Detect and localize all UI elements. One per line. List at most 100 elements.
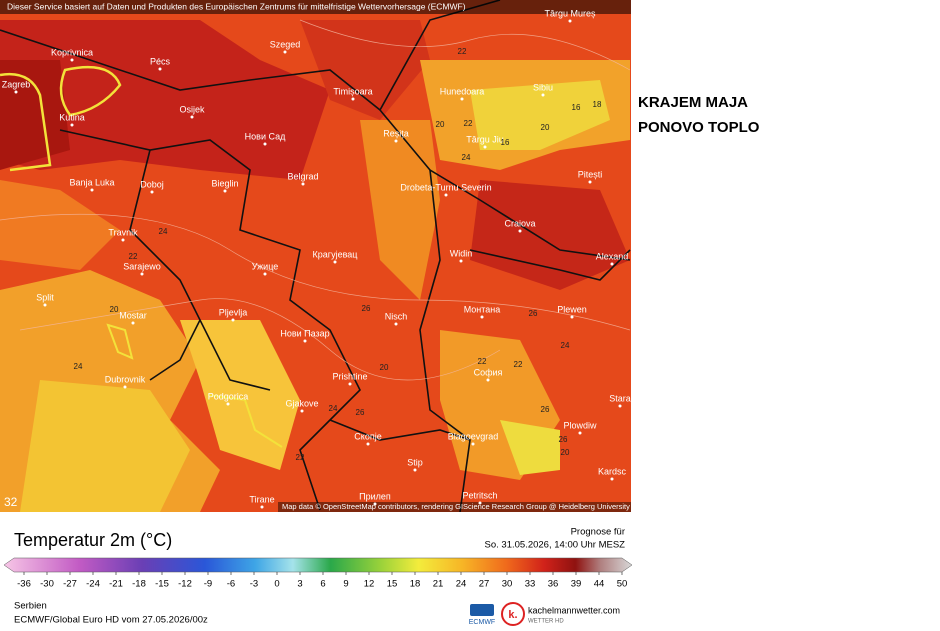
colorbar-tick-label: 27 [479, 579, 490, 590]
colorbar-tick-label: 12 [364, 579, 375, 590]
city-dot [226, 402, 230, 406]
contour-label: 22 [514, 360, 523, 369]
contour-labels: 22 20 22 16 18 16 20 24 24 22 20 24 26 20 26 24 22 22 24 26… [74, 47, 602, 462]
city-label: Gjakove [285, 398, 318, 408]
city-dot [70, 58, 74, 62]
contour-label: 22 [296, 453, 305, 462]
city-dot [373, 502, 377, 506]
contour-label: 20 [561, 448, 570, 457]
attribution: Map data © OpenStreetMap contributors, r… [282, 502, 630, 511]
contour-label: 24 [329, 404, 338, 413]
city-dot [413, 468, 417, 472]
city-label: Pitești [578, 169, 603, 179]
city-label: Скопје [354, 431, 381, 441]
colorbar-tick-label: 30 [502, 579, 513, 590]
city-label: Travnik [108, 227, 138, 237]
contour-label: 22 [478, 357, 487, 366]
city-dot [460, 97, 464, 101]
city-label: Târgu Mureș [544, 8, 596, 18]
city-dot [14, 90, 18, 94]
contour-label: 20 [110, 305, 119, 314]
city-dot [610, 477, 614, 481]
city-dot [570, 315, 574, 319]
contour-label: 22 [129, 252, 138, 261]
city-dot [90, 188, 94, 192]
colorbar-tick-label: 33 [525, 579, 536, 590]
city-dot [578, 431, 582, 435]
city-dot [394, 322, 398, 326]
city-dot [231, 318, 235, 322]
legend-title: Temperatur 2m (°C) [14, 530, 172, 550]
city-label: Alexand [596, 251, 629, 261]
city-dot [43, 303, 47, 307]
city-label: Ужице [252, 261, 279, 271]
city-label: Нови Пазар [280, 328, 329, 338]
city-label: Pécs [150, 56, 171, 66]
city-dot [478, 501, 482, 505]
city-label: Reșița [383, 128, 409, 138]
model-run: ECMWF/Global Euro HD vom 27.05.2026/00z [14, 615, 208, 626]
contour-label: 26 [541, 405, 550, 414]
city-dot [618, 404, 622, 408]
city-label: Timișoara [333, 86, 372, 96]
contour-label: 24 [462, 153, 471, 162]
city-label: Bieglin [211, 178, 238, 188]
city-dot [131, 321, 135, 325]
city-dot [486, 378, 490, 382]
city-label: Sarajewo [123, 261, 161, 271]
kachelmann-logo [501, 602, 525, 626]
city-label: Petritsch [462, 490, 497, 500]
city-dot [348, 382, 352, 386]
city-label: Tirane [249, 494, 274, 504]
city-label: Koprivnica [51, 47, 93, 57]
colorbar-tick-label: 21 [433, 579, 444, 590]
ecmwf-text: ECMWF [469, 619, 495, 626]
contour-label: 22 [464, 119, 473, 128]
contour-label: 24 [74, 362, 83, 371]
contour-label: 26 [529, 309, 538, 318]
city-label: Târgu Jiu [466, 134, 504, 144]
city-label: Прилеп [359, 491, 391, 501]
colorbar-tick-label: -24 [86, 579, 100, 590]
colorbar-ticks: -36 -30 -27 -24 -21 -18 -15 -12 -9 -6 -3 0 3 6 9 12 15 18… [17, 572, 627, 590]
city-label: Prishtine [332, 371, 367, 381]
contour-label: 20 [436, 120, 445, 129]
city-dot [459, 259, 463, 263]
colorbar-tick-label: 9 [343, 579, 348, 590]
city-dot [568, 19, 572, 23]
colorbar-tick-label: 18 [410, 579, 421, 590]
city-label: Szeged [270, 39, 301, 49]
attribution-bar [278, 502, 631, 512]
notice: Dieser Service basiert auf Daten und Pro… [7, 1, 466, 11]
city-dot [70, 123, 74, 127]
colorbar-tick-label: -27 [63, 579, 77, 590]
colorbar-tick-label: -6 [227, 579, 235, 590]
city-label: Osijek [179, 104, 205, 114]
city-dot [158, 67, 162, 71]
city-dot [333, 260, 337, 264]
contour-label: 24 [159, 227, 168, 236]
city-label: Hunedoara [440, 86, 485, 96]
city-dot [518, 229, 522, 233]
city-dot [283, 50, 287, 54]
city-dot [190, 115, 194, 119]
kachelmann-url: kachelmannwetter.com [528, 605, 620, 615]
city-dot [150, 190, 154, 194]
colorbar-tick-label: -18 [132, 579, 146, 590]
contour-label: 18 [593, 100, 602, 109]
city-dot [303, 339, 307, 343]
city-labels: Koprivnica Pécs Szeged Târgu Mureș Zagreb Kut… [2, 8, 631, 509]
city-label: Doboj [140, 179, 164, 189]
city-label: Pljevlja [219, 307, 248, 317]
contour-label: 20 [541, 123, 550, 132]
city-label: Plowdiw [563, 420, 597, 430]
city-dot [300, 409, 304, 413]
city-label: София [474, 367, 503, 377]
colorbar-tick-label: 6 [320, 579, 325, 590]
city-dot [471, 442, 475, 446]
city-label: Stip [407, 457, 423, 467]
colorbar-tick-label: 15 [387, 579, 398, 590]
kachelmann-sub: WETTER HD [528, 619, 564, 625]
colorbar-tick-label: -3 [250, 579, 258, 590]
